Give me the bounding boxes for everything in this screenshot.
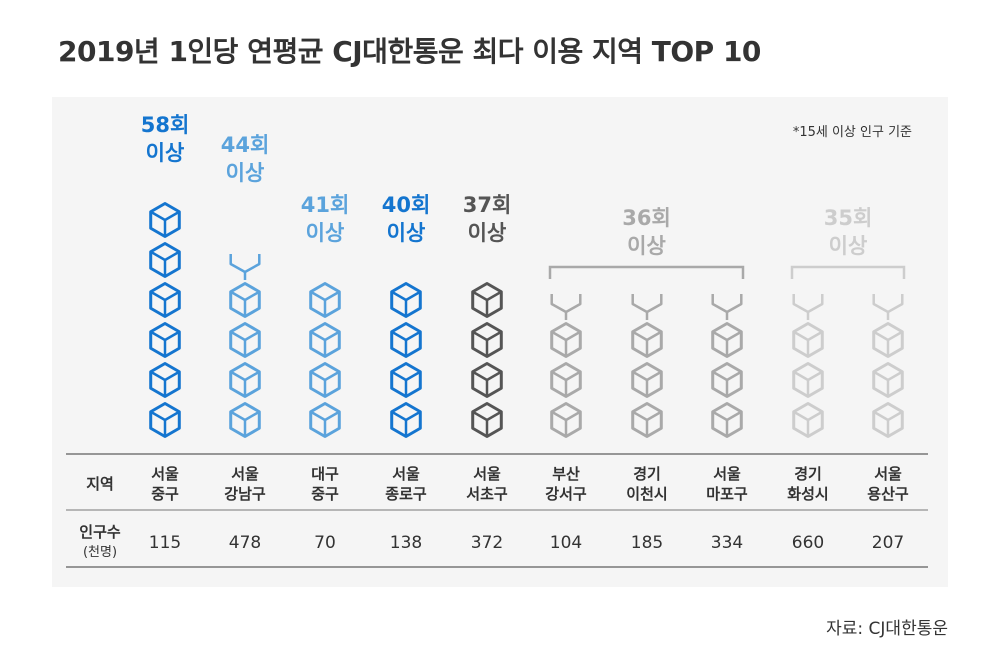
box-icon	[711, 362, 743, 398]
population-value: 70	[314, 533, 336, 553]
region-line2: 중구	[151, 485, 179, 503]
box-icon	[149, 202, 181, 238]
box-icon	[149, 362, 181, 398]
box-icon	[792, 402, 824, 438]
tier-value-label: 41회	[301, 193, 350, 217]
tier-suffix-label: 이상	[146, 141, 185, 165]
tier-suffix-label: 이상	[627, 234, 666, 258]
tier-suffix-label: 이상	[468, 221, 507, 245]
box-icon	[550, 362, 582, 398]
row-header-population: 인구수	[79, 523, 121, 541]
box-icon	[309, 362, 341, 398]
box-icon	[149, 322, 181, 358]
box-icon	[149, 402, 181, 438]
region-line1: 서울	[874, 465, 902, 483]
region-line1: 서울	[151, 465, 179, 483]
region-line1: 대구	[311, 465, 339, 483]
row-header-region: 지역	[86, 475, 114, 493]
box-icon-partial	[711, 294, 743, 320]
box-icon	[631, 362, 663, 398]
region-line2: 강서구	[545, 485, 587, 503]
box-icon	[872, 402, 904, 438]
box-icon-partial	[229, 254, 261, 280]
box-icon	[390, 322, 422, 358]
chart-panel: 58회 이상 44회 이상 41회 이상 40회 이상 37회 이상 36회 이상 35회 이상 지역 인구…	[52, 97, 948, 587]
region-line1: 서울	[473, 465, 501, 483]
region-line2: 마포구	[706, 485, 748, 503]
region-line1: 경기	[633, 465, 661, 483]
tier-bracket	[548, 265, 745, 279]
population-value: 104	[550, 533, 582, 553]
box-icon	[550, 402, 582, 438]
box-icon	[309, 282, 341, 318]
region-line2: 강남구	[224, 485, 266, 503]
population-value: 660	[792, 533, 824, 553]
box-icon	[631, 402, 663, 438]
box-icon-partial	[872, 294, 904, 320]
region-line2: 서초구	[466, 485, 508, 503]
region-line2: 용산구	[867, 485, 909, 503]
box-icon	[229, 322, 261, 358]
tier-suffix-label: 이상	[387, 221, 426, 245]
box-icon	[711, 322, 743, 358]
box-icon	[792, 362, 824, 398]
region-line1: 경기	[794, 465, 822, 483]
region-line2: 중구	[311, 485, 339, 503]
box-icon	[792, 322, 824, 358]
box-icon	[872, 322, 904, 358]
box-icon	[471, 322, 503, 358]
region-line2: 이천시	[626, 485, 667, 503]
box-icon	[550, 322, 582, 358]
box-icon	[149, 282, 181, 318]
region-line1: 부산	[552, 465, 580, 483]
source-note: 자료: CJ대한통운	[826, 619, 948, 639]
page-title: 2019년 1인당 연평균 CJ대한통운 최다 이용 지역 TOP 10	[58, 35, 761, 68]
box-icon	[711, 402, 743, 438]
tier-value-label: 35회	[824, 206, 873, 230]
tier-value-label: 58회	[141, 113, 190, 137]
box-icon-partial	[550, 294, 582, 320]
tier-value-label: 37회	[463, 193, 512, 217]
box-icon	[471, 402, 503, 438]
row-header-unit: (천명)	[83, 545, 117, 560]
population-value: 185	[631, 533, 663, 553]
box-icon	[229, 402, 261, 438]
box-icon-partial	[631, 294, 663, 320]
tier-value-label: 44회	[221, 133, 270, 157]
population-value: 478	[229, 533, 261, 553]
box-icon	[390, 402, 422, 438]
tier-value-label: 40회	[382, 193, 431, 217]
region-line2: 종로구	[385, 485, 427, 503]
box-icon	[229, 362, 261, 398]
region-line1: 서울	[231, 465, 259, 483]
tier-value-label: 36회	[622, 206, 671, 230]
box-icon	[390, 362, 422, 398]
region-line1: 서울	[392, 465, 420, 483]
box-icon	[309, 322, 341, 358]
region-line1: 서울	[713, 465, 741, 483]
box-icon	[149, 242, 181, 278]
box-icon	[309, 402, 341, 438]
tier-suffix-label: 이상	[226, 161, 265, 185]
tier-bracket	[790, 265, 906, 279]
tier-suffix-label: 이상	[829, 234, 868, 258]
box-icon	[229, 282, 261, 318]
box-icon	[631, 322, 663, 358]
population-value: 334	[711, 533, 743, 553]
box-icon-partial	[792, 294, 824, 320]
box-icon	[390, 282, 422, 318]
footnote: *15세 이상 인구 기준	[792, 125, 912, 140]
tier-suffix-label: 이상	[306, 221, 345, 245]
region-line2: 화성시	[787, 485, 828, 503]
population-value: 372	[471, 533, 503, 553]
box-icon	[872, 362, 904, 398]
box-icon	[471, 362, 503, 398]
population-value: 115	[149, 533, 181, 553]
box-icon	[471, 282, 503, 318]
population-value: 138	[390, 533, 422, 553]
population-value: 207	[872, 533, 904, 553]
